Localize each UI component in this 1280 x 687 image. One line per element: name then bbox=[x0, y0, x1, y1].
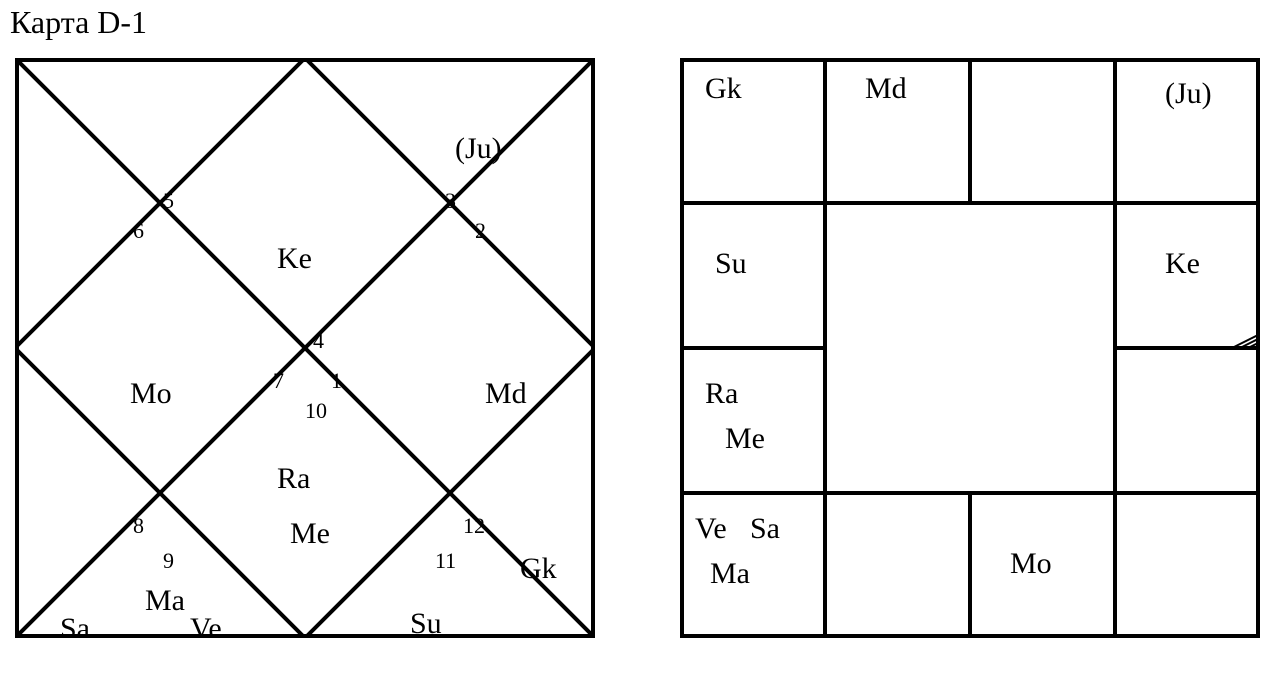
house-number: 4 bbox=[313, 328, 324, 353]
house-number: 5 bbox=[163, 188, 174, 213]
house-number: 1 bbox=[331, 368, 342, 393]
planet-label: Ke bbox=[1165, 247, 1200, 280]
house-number: 3 bbox=[445, 188, 456, 213]
house-number: 7 bbox=[273, 368, 284, 393]
south-indian-chart: Gk Md (Ju) Su Ke Ra Me Ve SaMa Mo bbox=[680, 58, 1260, 638]
planet-label: Ma bbox=[710, 557, 750, 590]
planet-label: Sa bbox=[60, 612, 90, 638]
planet-label: Gk bbox=[520, 552, 557, 585]
planet-label: Su bbox=[410, 607, 442, 638]
planet-label: Sa bbox=[750, 512, 780, 545]
planet-label: Mo bbox=[1010, 547, 1052, 580]
planet-label: Ke bbox=[277, 242, 312, 275]
planet-label: Md bbox=[485, 377, 527, 410]
house-number: 8 bbox=[133, 513, 144, 538]
house-number: 6 bbox=[133, 218, 144, 243]
planet-label: Me bbox=[725, 422, 765, 455]
planet-label: Mo bbox=[130, 377, 172, 410]
chart-title: Карта D-1 bbox=[10, 4, 147, 41]
planet-label: Ma bbox=[145, 584, 185, 617]
house-number: 10 bbox=[305, 398, 327, 423]
planet-label: Ve bbox=[190, 612, 222, 638]
planet-label: Su bbox=[715, 247, 747, 280]
planet-label: Ra bbox=[277, 462, 310, 495]
house-number: 12 bbox=[463, 513, 485, 538]
planet-label: Ve bbox=[695, 512, 727, 545]
house-number: 2 bbox=[475, 218, 486, 243]
planet-label: Md bbox=[865, 72, 907, 105]
planet-label: Gk bbox=[705, 72, 742, 105]
planet-label: Me bbox=[290, 517, 330, 550]
north-indian-chart: 56 32 4 7 110 89 12 11 (Ju) Ke Mo Md Ra Me Gk Ma Sa Ve Su bbox=[15, 58, 595, 638]
planet-label: (Ju) bbox=[1165, 77, 1212, 110]
house-number: 11 bbox=[435, 548, 456, 573]
planet-label: (Ju) bbox=[455, 132, 502, 165]
planet-label: Ra bbox=[705, 377, 738, 410]
house-number: 9 bbox=[163, 548, 174, 573]
